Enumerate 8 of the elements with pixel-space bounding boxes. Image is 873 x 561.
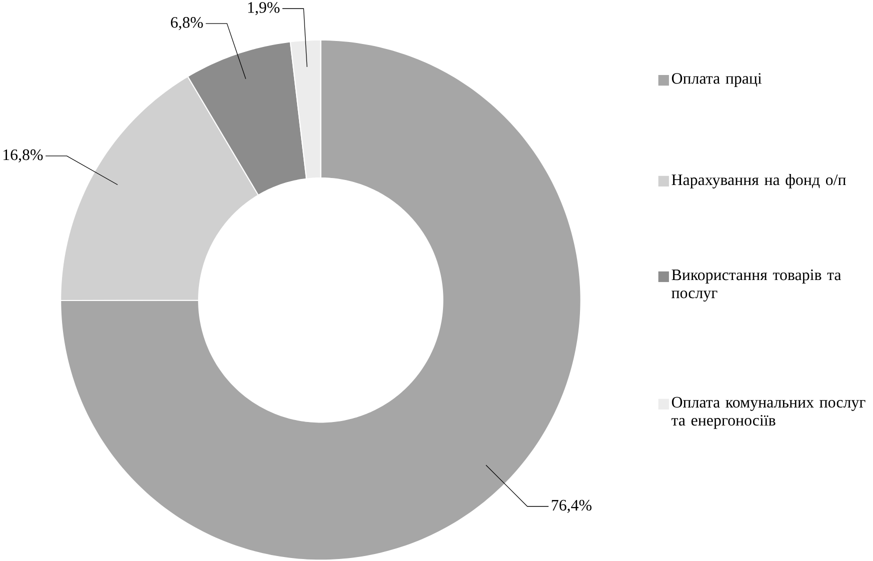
legend-label: Оплата комунальних послуг та енергоносіїв <box>672 397 866 430</box>
legend-label: Використання товарів та послуг <box>672 270 842 302</box>
data-label: 6,8% <box>170 17 203 30</box>
data-label: 1,9% <box>248 2 280 16</box>
legend-label: Оплата праці <box>672 73 762 88</box>
legend-label: Нарахування на фонд о/п <box>672 174 846 189</box>
data-label: 16,8% <box>4 150 43 163</box>
data-label: 76,4% <box>552 500 592 514</box>
